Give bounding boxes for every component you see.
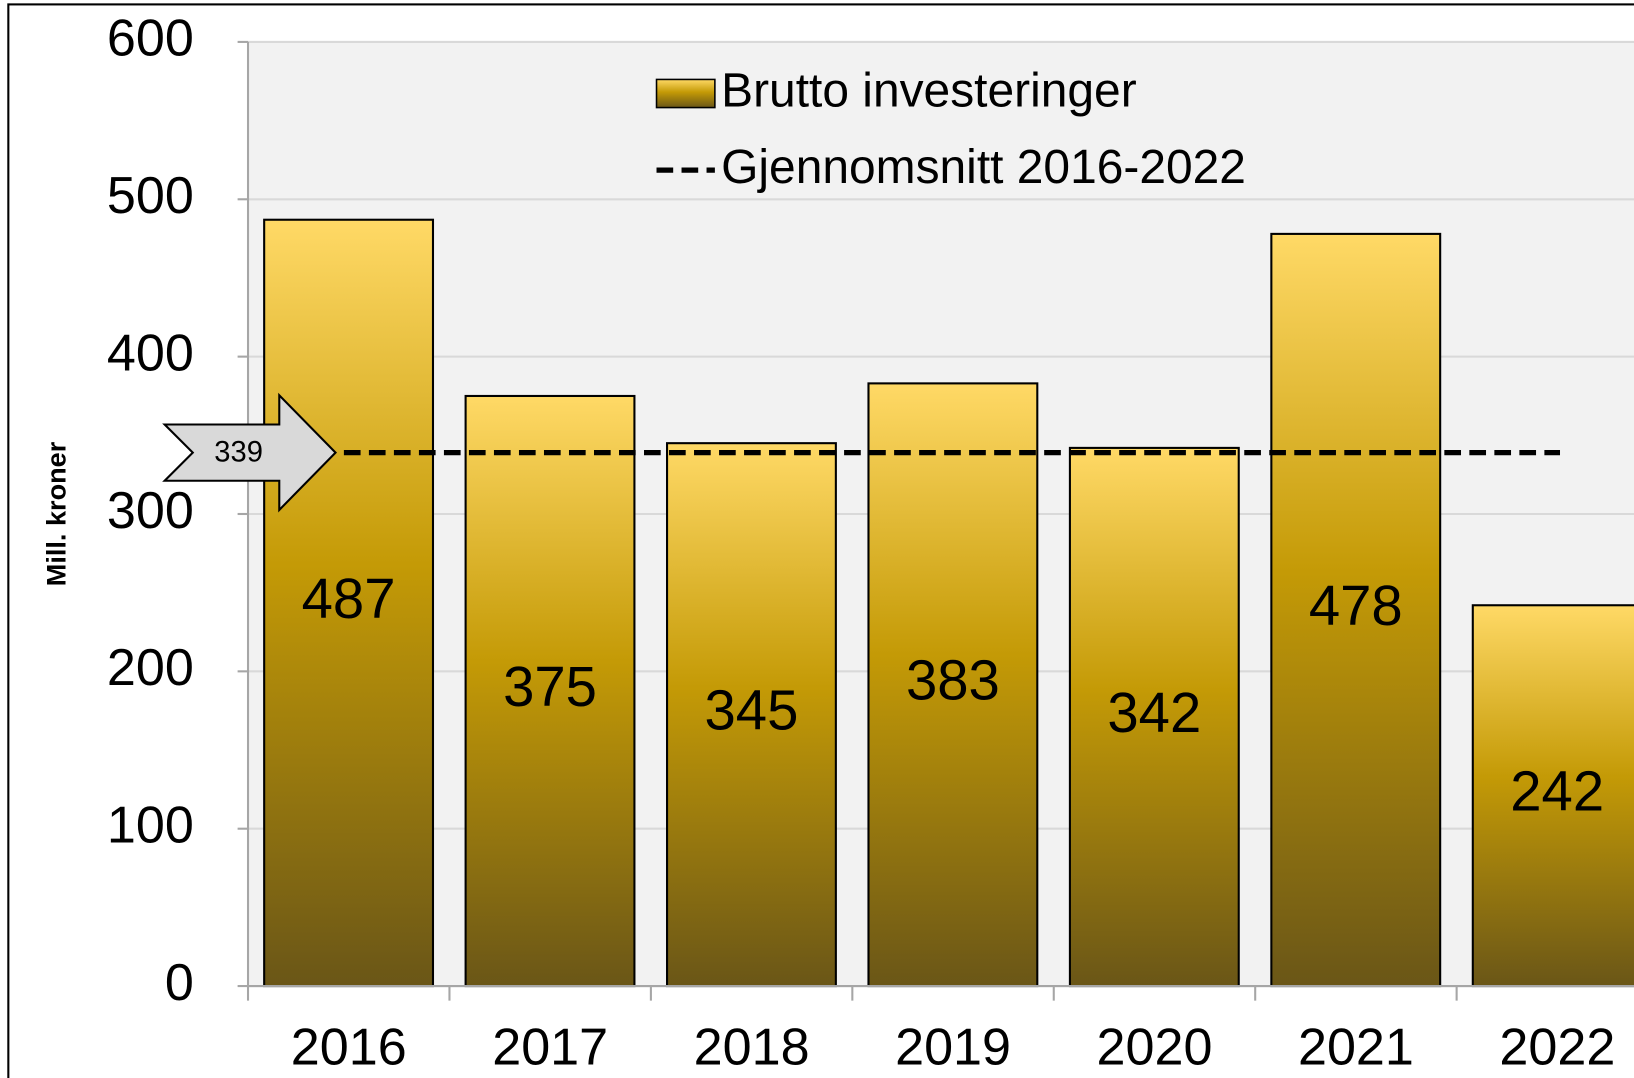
value-label: 383 [906,649,1000,712]
legend-swatch [655,78,716,109]
value-label: 375 [503,655,597,718]
legend-label: Gjennomsnitt 2016-2022 [721,141,1246,194]
legend-label: Brutto investeringer [721,65,1137,118]
y-tick-label: 200 [107,639,194,697]
x-tick-label: 2020 [1097,1018,1213,1076]
x-tick-label: 2016 [291,1018,407,1076]
value-label: 242 [1510,760,1604,823]
x-tick-label: 2017 [492,1018,608,1076]
bar [263,218,435,988]
y-tick-label: 600 [107,10,194,68]
y-tick-label: 500 [107,167,194,225]
x-tick-label: 2018 [694,1018,810,1076]
value-label: 342 [1107,681,1201,744]
bar [1068,446,1240,988]
average-label: 339 [214,436,263,468]
y-tick-label: 100 [107,796,194,854]
x-tick-label: 2019 [895,1018,1011,1076]
x-tick-label: 2022 [1499,1018,1615,1076]
bar [867,382,1039,988]
bar [1471,604,1634,988]
y-tick-label: 400 [107,324,194,382]
bar [666,442,837,988]
value-label: 478 [1309,574,1403,637]
y-tick-label: 300 [107,482,194,540]
value-label: 487 [302,567,396,630]
x-tick-label: 2021 [1298,1018,1414,1076]
value-label: 345 [705,678,799,741]
average-arrow [162,392,338,513]
bar [1270,232,1442,988]
y-axis-label: Mill. kroner [41,441,72,586]
bar [464,394,636,988]
y-tick-label: 0 [165,954,194,1012]
